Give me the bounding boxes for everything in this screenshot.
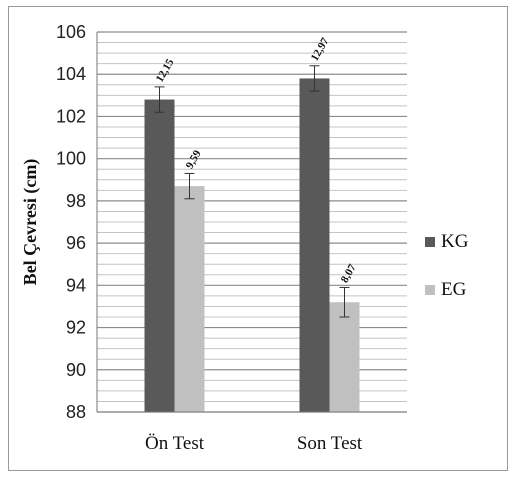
y-axis-tick-labels: 88 90 92 94 96 98 100 102 104 106 (56, 22, 86, 422)
legend-label-KG: KG (441, 231, 469, 252)
y-tick-label: 106 (56, 22, 86, 42)
y-tick-label: 96 (66, 233, 86, 253)
category-label: Ön Test (145, 433, 205, 454)
bar-KG-0 (144, 99, 175, 413)
y-tick-label: 104 (56, 64, 86, 84)
y-tick-label: 92 (66, 318, 86, 338)
error-bars (154, 65, 350, 318)
bar-EG-1 (329, 302, 360, 412)
grid-lines (97, 31, 407, 413)
x-axis-category-labels: Ön Test Son Test (145, 433, 363, 454)
legend-swatch-EG (425, 285, 435, 295)
y-tick-label: 94 (66, 275, 86, 295)
legend-label-EG: EG (441, 279, 467, 300)
data-label: 12,15 (154, 57, 177, 85)
y-tick-label: 98 (66, 191, 86, 211)
data-label: 8,07 (339, 262, 359, 285)
bar-EG-0 (174, 186, 205, 412)
data-label: 9,59 (184, 148, 204, 171)
y-tick-label: 102 (56, 106, 86, 126)
y-tick-label: 90 (66, 360, 86, 380)
y-axis-title: Bel Çevresi (cm) (20, 159, 41, 286)
legend: KG EG (425, 231, 469, 300)
category-label: Son Test (297, 433, 363, 454)
chart-frame (8, 6, 508, 471)
data-label: 12,97 (309, 35, 332, 63)
bars (144, 78, 360, 413)
bar-KG-1 (299, 78, 330, 412)
y-tick-label: 100 (56, 149, 86, 169)
y-tick-label: 88 (66, 402, 86, 422)
legend-swatch-KG (425, 237, 435, 247)
